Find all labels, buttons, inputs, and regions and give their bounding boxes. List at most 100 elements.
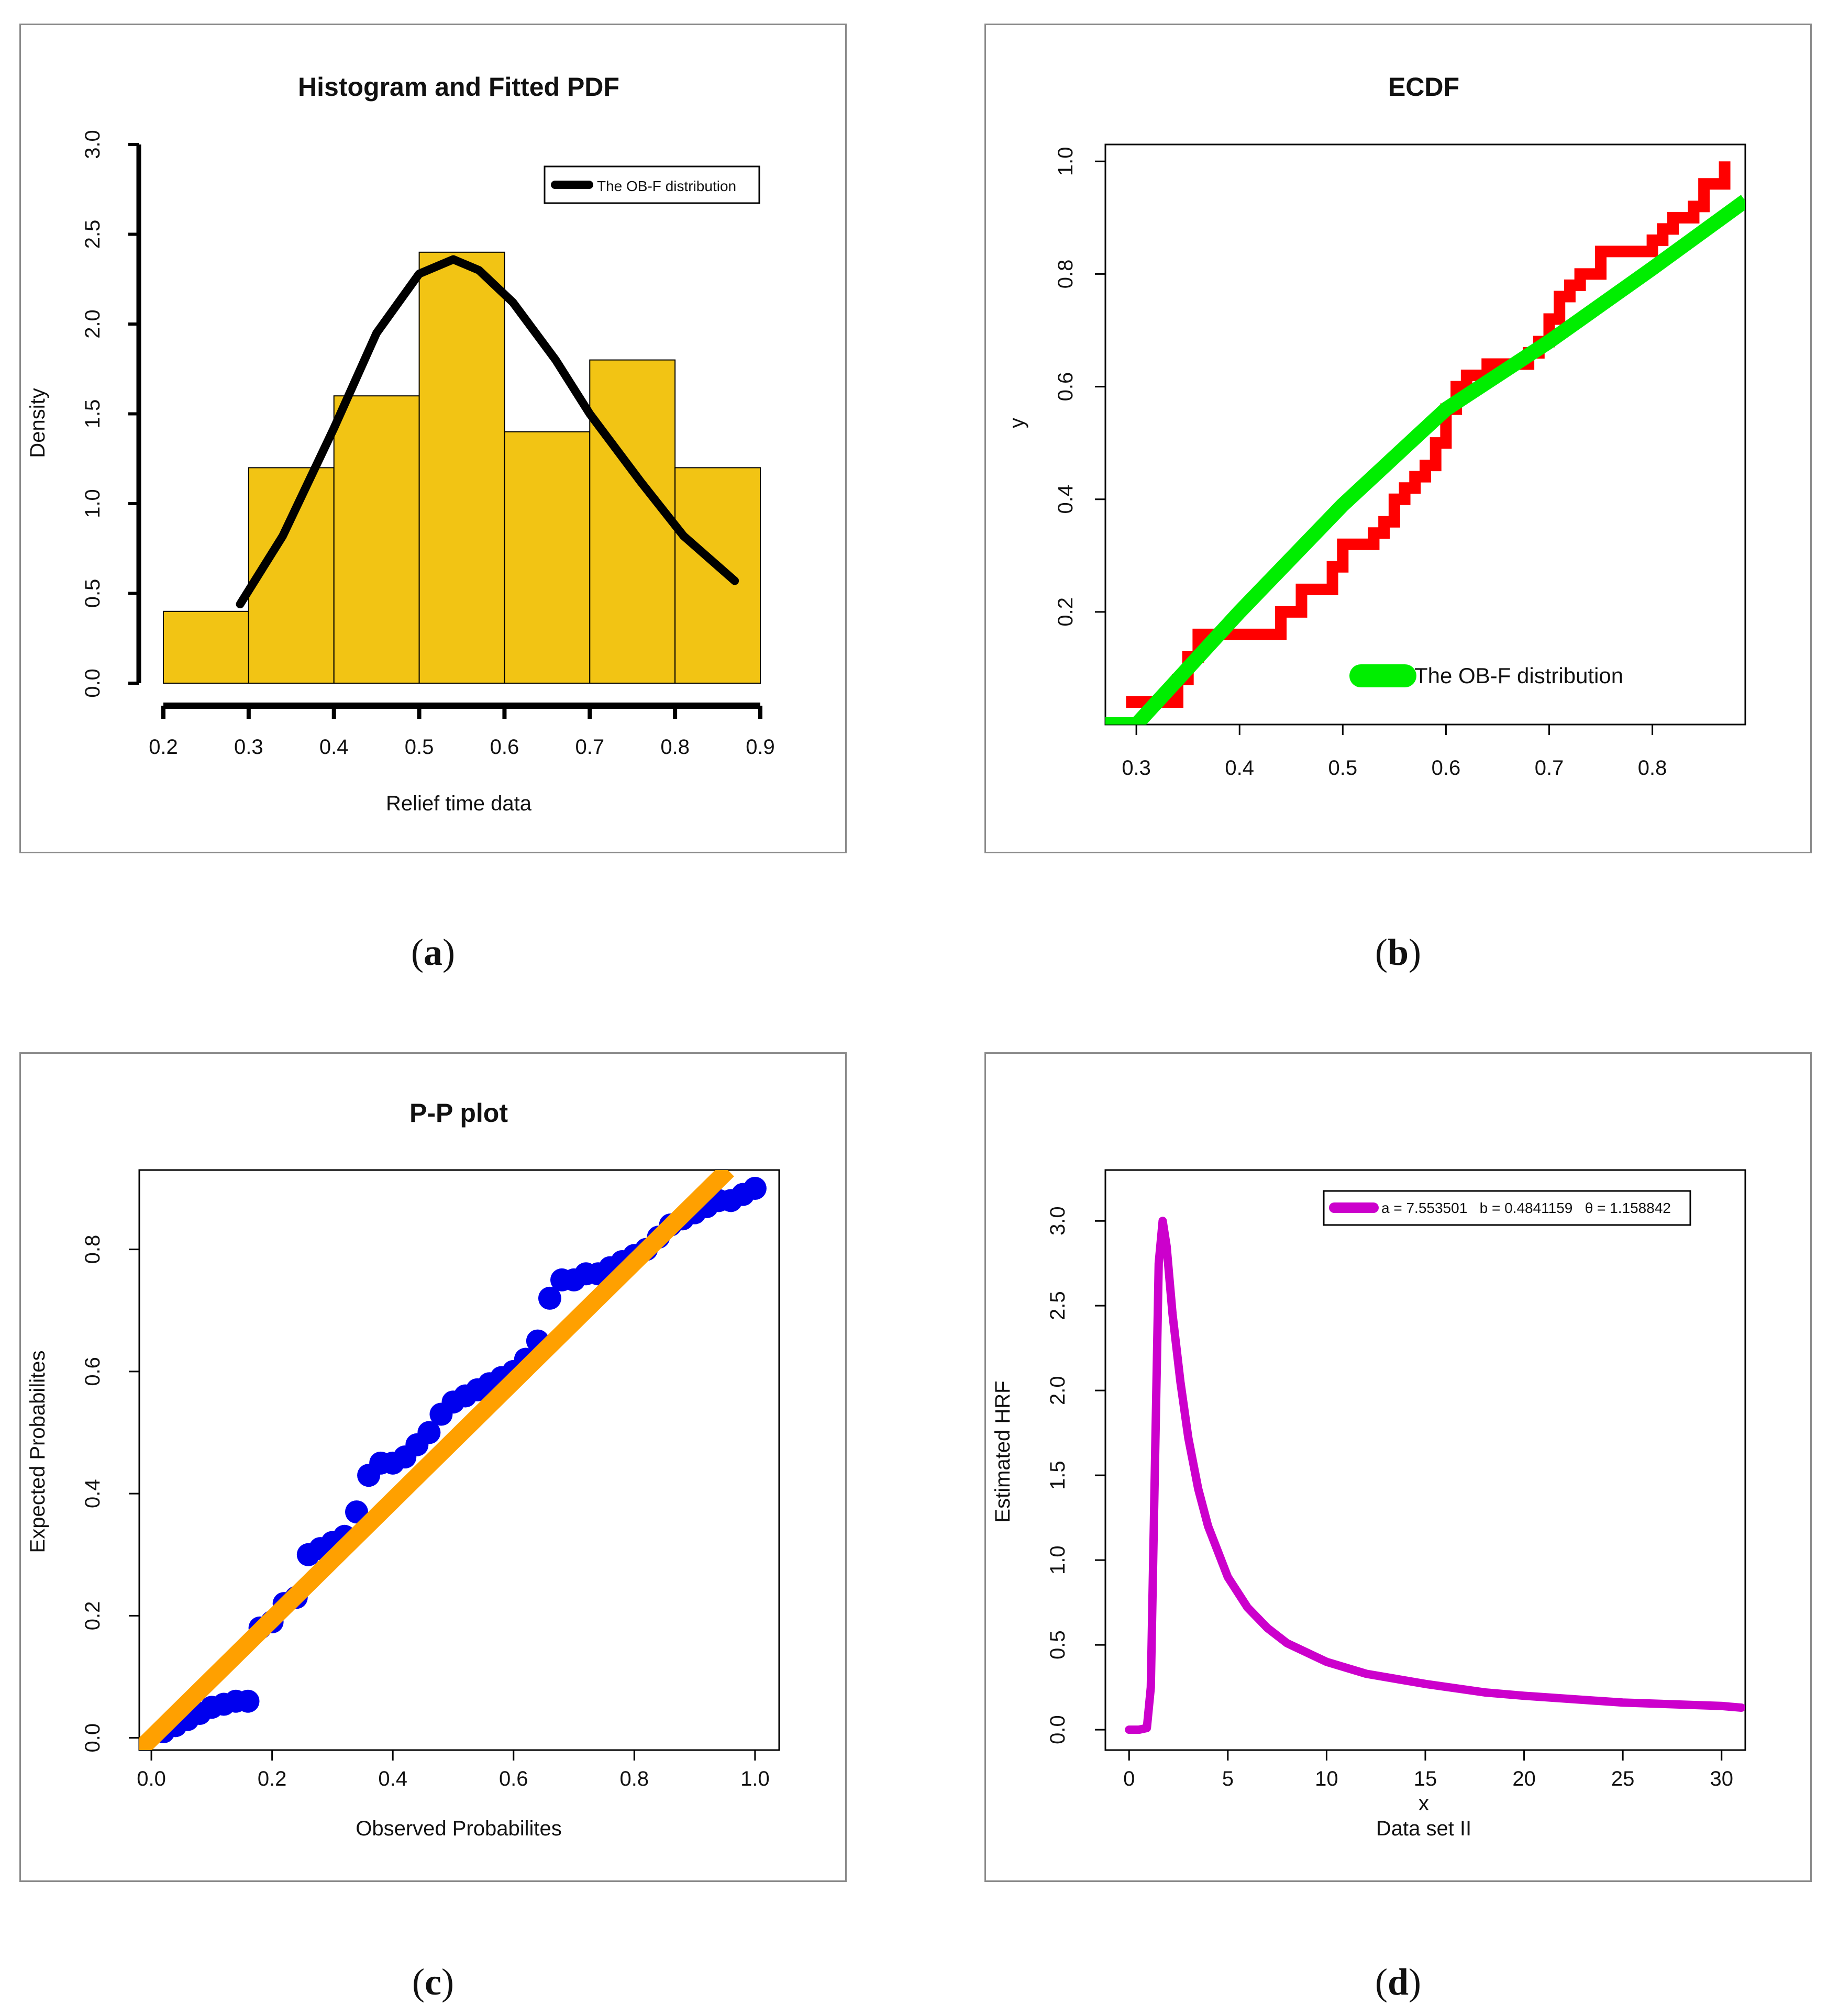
chart-b-ylabel: y [1005, 418, 1028, 428]
chart-a-legend: The OB-F distribution [544, 165, 760, 204]
y-tick-label: 0.6 [1054, 372, 1077, 402]
histogram-bar [504, 431, 591, 684]
x-tick-label: 5 [1222, 1767, 1234, 1790]
chart-d-ylabel: Estimated HRF [991, 1380, 1014, 1522]
y-tick-label: 0.5 [81, 579, 104, 608]
x-tick-label: 0.7 [575, 736, 604, 759]
x-tick-label: 0.6 [1432, 756, 1461, 779]
chart-a-title: Histogram and Fitted PDF [298, 72, 619, 102]
histogram-bar [163, 610, 249, 684]
pp-point [538, 1286, 561, 1310]
x-tick-label: 0.3 [234, 736, 263, 759]
fitted-cdf-line [1105, 195, 1745, 725]
hrf-line [1125, 1217, 1745, 1734]
x-tick-label: 20 [1512, 1767, 1536, 1790]
panel-b-ecdf: ECDF 0.3 0.4 0.5 0.6 0.7 0.8 0.2 0.4 0.6 0.8 1.0 y… [984, 24, 1812, 853]
x-tick-label: 0.2 [149, 736, 178, 759]
chart-c-series-group [139, 1170, 767, 1750]
y-tick-label: 1.0 [1046, 1545, 1069, 1575]
pp-point [345, 1500, 369, 1524]
y-tick-label: 0.6 [81, 1357, 104, 1386]
chart-a-svg: Histogram and Fitted PDF 0.0 0.5 1.0 1.5 2.0… [26, 72, 775, 815]
x-tick-label: 0.6 [499, 1767, 528, 1790]
chart-d-xlabel: x [1419, 1792, 1429, 1815]
y-tick-label: 2.0 [81, 309, 104, 339]
pp-point [743, 1176, 767, 1200]
y-tick-label: 1.5 [81, 399, 104, 429]
y-tick-label: 2.5 [81, 220, 104, 249]
y-tick-label: 1.0 [1054, 147, 1077, 176]
x-tick-label: 0.8 [1638, 756, 1667, 779]
y-tick-label: 3.0 [81, 130, 104, 159]
x-tick-label: 0.9 [746, 736, 775, 759]
histogram-bar [674, 467, 761, 684]
y-tick-label: 0.0 [81, 1723, 104, 1753]
x-tick-label: 0.2 [258, 1767, 287, 1790]
y-tick-label: 3.0 [1046, 1206, 1069, 1235]
histogram-bar [589, 359, 676, 684]
histogram-bar [418, 251, 505, 684]
fitted-pdf-line [236, 255, 739, 609]
pp-point [236, 1689, 260, 1713]
pp-point [417, 1421, 441, 1444]
chart-a-xlabel: Relief time data [386, 792, 532, 815]
x-tick-label: 10 [1315, 1767, 1338, 1790]
y-tick-label: 0.5 [1046, 1630, 1069, 1659]
pp-reference-line [139, 1170, 734, 1750]
chart-b-legend-label: The OB-F distribution [1414, 663, 1623, 688]
chart-d-legend-label: a = 7.553501 b = 0.4841159 θ = 1.158842 [1381, 1200, 1671, 1216]
chart-c-title: P-P plot [409, 1098, 508, 1128]
chart-c-plot-box [138, 1169, 780, 1751]
y-tick-label: 1.5 [1046, 1461, 1069, 1490]
x-tick-label: 0.5 [405, 736, 434, 759]
x-tick-label: 0.3 [1122, 756, 1151, 779]
histogram-bar [333, 395, 420, 684]
panel-d-hrf: 0 5 10 15 20 25 30 0.0 0.5 1.0 1.5 2.0 2.5 3.0 x Data… [984, 1052, 1812, 1882]
x-tick-label: 0.8 [620, 1767, 649, 1790]
x-tick-label: 0.5 [1328, 756, 1358, 779]
caption-b-letter: b [1387, 931, 1409, 973]
chart-c-xlabel: Observed Probabilites [356, 1817, 562, 1840]
chart-a-legend-label: The OB-F distribution [597, 178, 736, 194]
chart-d-plot-box [1104, 1169, 1746, 1751]
y-tick-label: 0.8 [1054, 260, 1077, 289]
chart-d-svg: 0 5 10 15 20 25 30 0.0 0.5 1.0 1.5 2.0 2.5 3.0 x Data… [991, 1169, 1746, 1840]
x-tick-label: 0.7 [1535, 756, 1564, 779]
x-tick-label: 0.4 [378, 1767, 407, 1790]
x-tick-label: 0.0 [137, 1767, 166, 1790]
chart-b-legend: The OB-F distribution [1349, 663, 1623, 688]
y-tick-label: 0.0 [1046, 1715, 1069, 1744]
x-tick-label: 0.6 [490, 736, 519, 759]
chart-d-legend: a = 7.553501 b = 0.4841159 θ = 1.158842 [1323, 1190, 1691, 1226]
chart-a-ylabel: Density [26, 388, 49, 458]
y-tick-label: 0.4 [81, 1479, 104, 1508]
chart-b-series-group [1105, 161, 1745, 725]
chart-c-ylabel: Expected Probabilites [26, 1351, 49, 1553]
y-tick-label: 0.0 [81, 669, 104, 698]
panel-c-pp-plot: P-P plot 0.0 0.2 0.4 0.6 0.8 1.0 0.0 0.2 0.4 0.6 0… [19, 1052, 847, 1882]
x-tick-label: 30 [1710, 1767, 1733, 1790]
caption-a-letter: a [424, 931, 442, 973]
x-tick-label: 25 [1611, 1767, 1635, 1790]
chart-d-xlabel2: Data set II [1376, 1817, 1471, 1840]
caption-a: (a) [411, 931, 455, 973]
x-tick-label: 1.0 [740, 1767, 770, 1790]
y-tick-label: 1.0 [81, 489, 104, 518]
caption-c-letter: c [425, 1961, 441, 2003]
x-tick-label: 0.4 [319, 736, 349, 759]
y-tick-label: 0.8 [81, 1235, 104, 1264]
caption-d-letter: d [1387, 1961, 1409, 2003]
y-tick-label: 0.2 [81, 1601, 104, 1631]
y-tick-label: 2.0 [1046, 1376, 1069, 1405]
caption-b: (b) [1375, 931, 1421, 973]
x-tick-label: 0.4 [1225, 756, 1254, 779]
chart-b-plot-box [1104, 143, 1746, 726]
chart-b-title: ECDF [1388, 72, 1459, 102]
panel-a-histogram: Histogram and Fitted PDF 0.0 0.5 1.0 1.5 2.0… [19, 24, 847, 853]
chart-d-series-group [1125, 1217, 1745, 1734]
y-tick-label: 0.4 [1054, 485, 1077, 514]
y-tick-label: 2.5 [1046, 1291, 1069, 1320]
chart-c-svg: P-P plot 0.0 0.2 0.4 0.6 0.8 1.0 0.0 0.2 0.4 0.6 0… [26, 1098, 780, 1840]
chart-b-svg: ECDF 0.3 0.4 0.5 0.6 0.7 0.8 0.2 0.4 0.6 0.8 1.0 y… [1005, 72, 1746, 779]
y-tick-label: 0.2 [1054, 597, 1077, 627]
